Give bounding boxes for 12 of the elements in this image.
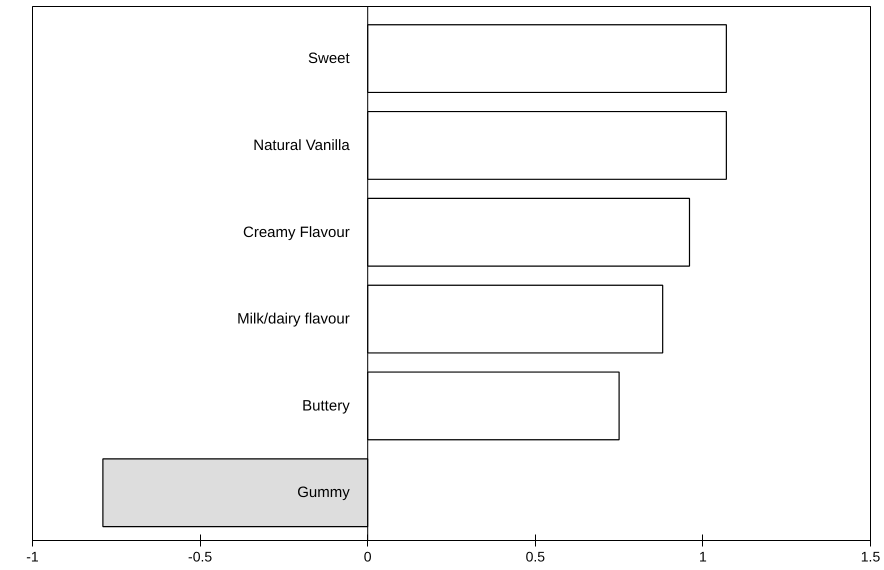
x-tick-label: 0.5 (526, 548, 546, 564)
y-tick-label: Milk/dairy flavour (237, 310, 350, 328)
x-tick-label: -0.5 (188, 548, 212, 564)
x-tick-label: -1 (26, 548, 39, 564)
x-tick-label: 0 (364, 548, 372, 564)
x-tick-label: 1.5 (860, 548, 880, 564)
y-tick-label: Sweet (308, 50, 351, 68)
y-tick-label: Creamy Flavour (243, 224, 350, 241)
y-tick-label: Buttery (302, 397, 350, 414)
x-tick-label: 1 (699, 548, 708, 564)
y-tick-label: Natural Vanilla (253, 136, 350, 154)
y-tick-label: Gummy (297, 484, 350, 502)
